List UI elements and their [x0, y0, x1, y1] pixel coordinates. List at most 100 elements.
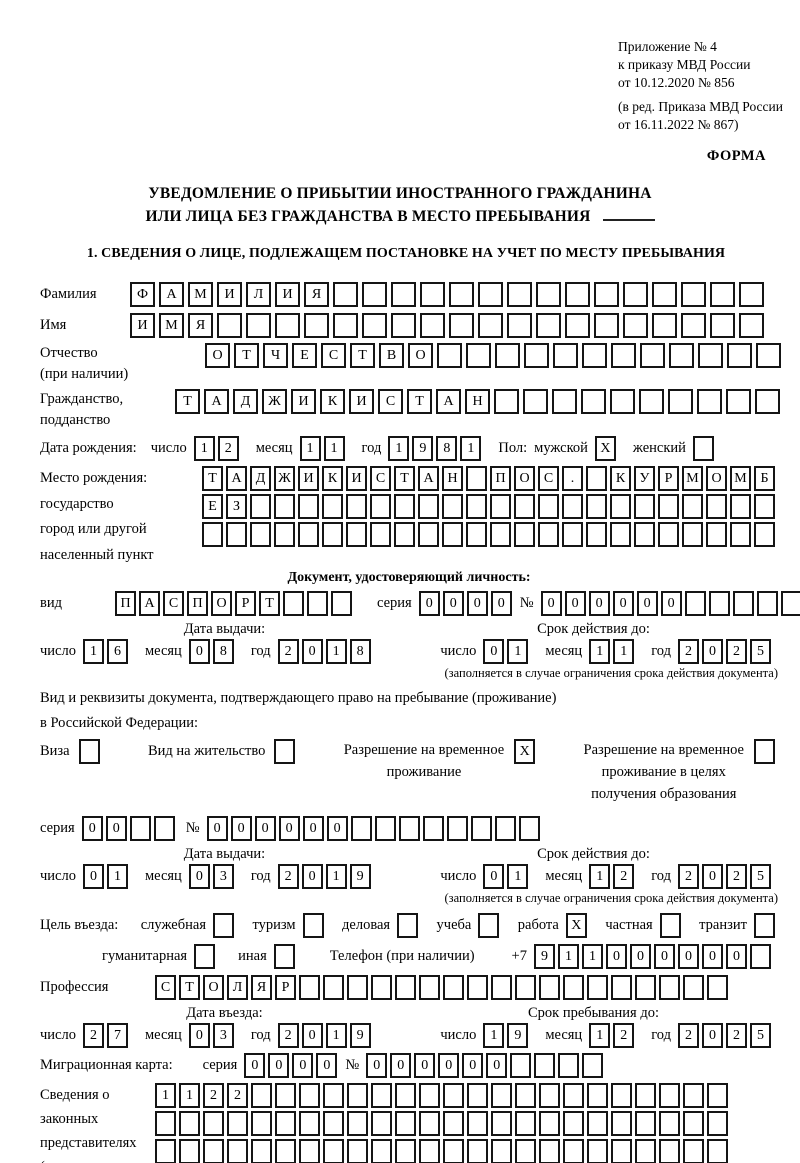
visa-checkbox[interactable]: [78, 739, 100, 764]
char-cell[interactable]: 0: [105, 816, 127, 841]
char-cell[interactable]: 1: [325, 639, 347, 664]
char-cell[interactable]: [635, 1083, 656, 1108]
char-cell[interactable]: [347, 1083, 368, 1108]
char-cell[interactable]: 2: [726, 864, 747, 889]
char-cell[interactable]: [623, 313, 648, 338]
char-cell[interactable]: 8: [436, 436, 458, 461]
char-cell[interactable]: 0: [301, 864, 323, 889]
char-cell[interactable]: И: [275, 282, 300, 307]
char-cell[interactable]: [443, 1111, 464, 1136]
char-cell[interactable]: [227, 1111, 248, 1136]
char-cell[interactable]: О: [706, 466, 727, 491]
char-cell[interactable]: И: [349, 389, 374, 414]
char-cell[interactable]: [333, 282, 358, 307]
purpose-tourism-checkbox[interactable]: [302, 913, 324, 938]
char-cell[interactable]: [514, 494, 535, 519]
char-cell[interactable]: 0: [188, 639, 210, 664]
char-cell[interactable]: [587, 1139, 608, 1163]
char-cell[interactable]: 0: [292, 1053, 314, 1078]
char-cell[interactable]: [587, 1111, 608, 1136]
char-cell[interactable]: Ф: [130, 282, 155, 307]
char-cell[interactable]: 6: [106, 639, 128, 664]
char-cell[interactable]: [491, 1083, 512, 1108]
char-cell[interactable]: [449, 313, 474, 338]
char-cell[interactable]: [727, 343, 752, 368]
char-cell[interactable]: 0: [588, 591, 610, 616]
char-cell[interactable]: П: [187, 591, 208, 616]
char-cell[interactable]: [490, 522, 511, 547]
char-cell[interactable]: 2: [726, 639, 747, 664]
char-cell[interactable]: 0: [301, 639, 323, 664]
char-cell[interactable]: 0: [268, 1053, 290, 1078]
char-cell[interactable]: [563, 975, 584, 1000]
char-cell[interactable]: И: [298, 466, 319, 491]
char-cell[interactable]: [681, 282, 706, 307]
char-cell[interactable]: [611, 975, 632, 1000]
char-cell[interactable]: [179, 1139, 200, 1163]
char-cell[interactable]: Р: [658, 466, 679, 491]
char-cell[interactable]: [494, 816, 516, 841]
char-cell[interactable]: [558, 1053, 580, 1078]
char-cell[interactable]: [333, 313, 358, 338]
char-cell[interactable]: [658, 494, 679, 519]
char-cell[interactable]: [611, 1139, 632, 1163]
char-cell[interactable]: [563, 1083, 584, 1108]
char-cell[interactable]: [515, 975, 536, 1000]
char-cell[interactable]: [732, 591, 754, 616]
char-cell[interactable]: К: [322, 466, 343, 491]
char-cell[interactable]: 1: [82, 639, 104, 664]
char-cell[interactable]: 1: [507, 864, 529, 889]
char-cell[interactable]: [681, 313, 706, 338]
char-cell[interactable]: [420, 282, 445, 307]
char-cell[interactable]: [562, 522, 583, 547]
char-cell[interactable]: [347, 1111, 368, 1136]
char-cell[interactable]: [227, 1139, 248, 1163]
char-cell[interactable]: О: [514, 466, 535, 491]
char-cell[interactable]: [395, 1111, 416, 1136]
char-cell[interactable]: [304, 313, 329, 338]
char-cell[interactable]: 2: [678, 639, 699, 664]
purpose-work-checkbox[interactable]: X: [565, 913, 587, 938]
char-cell[interactable]: [534, 1053, 556, 1078]
char-cell[interactable]: 0: [366, 1053, 388, 1078]
char-cell[interactable]: [611, 1111, 632, 1136]
char-cell[interactable]: 0: [486, 1053, 508, 1078]
char-cell[interactable]: [495, 343, 520, 368]
char-cell[interactable]: [659, 1111, 680, 1136]
char-cell[interactable]: [422, 816, 444, 841]
char-cell[interactable]: [443, 1139, 464, 1163]
char-cell[interactable]: У: [634, 466, 655, 491]
char-cell[interactable]: [515, 1139, 536, 1163]
char-cell[interactable]: [726, 389, 751, 414]
char-cell[interactable]: [442, 494, 463, 519]
char-cell[interactable]: [659, 1083, 680, 1108]
char-cell[interactable]: [553, 343, 578, 368]
char-cell[interactable]: [524, 343, 549, 368]
char-cell[interactable]: [283, 591, 304, 616]
char-cell[interactable]: [347, 1139, 368, 1163]
char-cell[interactable]: [698, 343, 723, 368]
char-cell[interactable]: И: [130, 313, 155, 338]
char-cell[interactable]: [470, 816, 492, 841]
char-cell[interactable]: 0: [82, 864, 104, 889]
char-cell[interactable]: Р: [235, 591, 256, 616]
char-cell[interactable]: [370, 494, 391, 519]
char-cell[interactable]: [446, 816, 468, 841]
char-cell[interactable]: Ж: [274, 466, 295, 491]
char-cell[interactable]: [707, 1139, 728, 1163]
char-cell[interactable]: 0: [605, 944, 627, 969]
char-cell[interactable]: 8: [212, 639, 234, 664]
char-cell[interactable]: [466, 522, 487, 547]
char-cell[interactable]: Т: [202, 466, 223, 491]
purpose-business-checkbox[interactable]: [397, 913, 419, 938]
char-cell[interactable]: Е: [292, 343, 317, 368]
char-cell[interactable]: [635, 975, 656, 1000]
char-cell[interactable]: [391, 313, 416, 338]
char-cell[interactable]: 1: [323, 436, 345, 461]
char-cell[interactable]: [490, 494, 511, 519]
char-cell[interactable]: [491, 975, 512, 1000]
char-cell[interactable]: 0: [564, 591, 586, 616]
char-cell[interactable]: [610, 522, 631, 547]
char-cell[interactable]: [582, 1053, 604, 1078]
char-cell[interactable]: 2: [227, 1083, 248, 1108]
